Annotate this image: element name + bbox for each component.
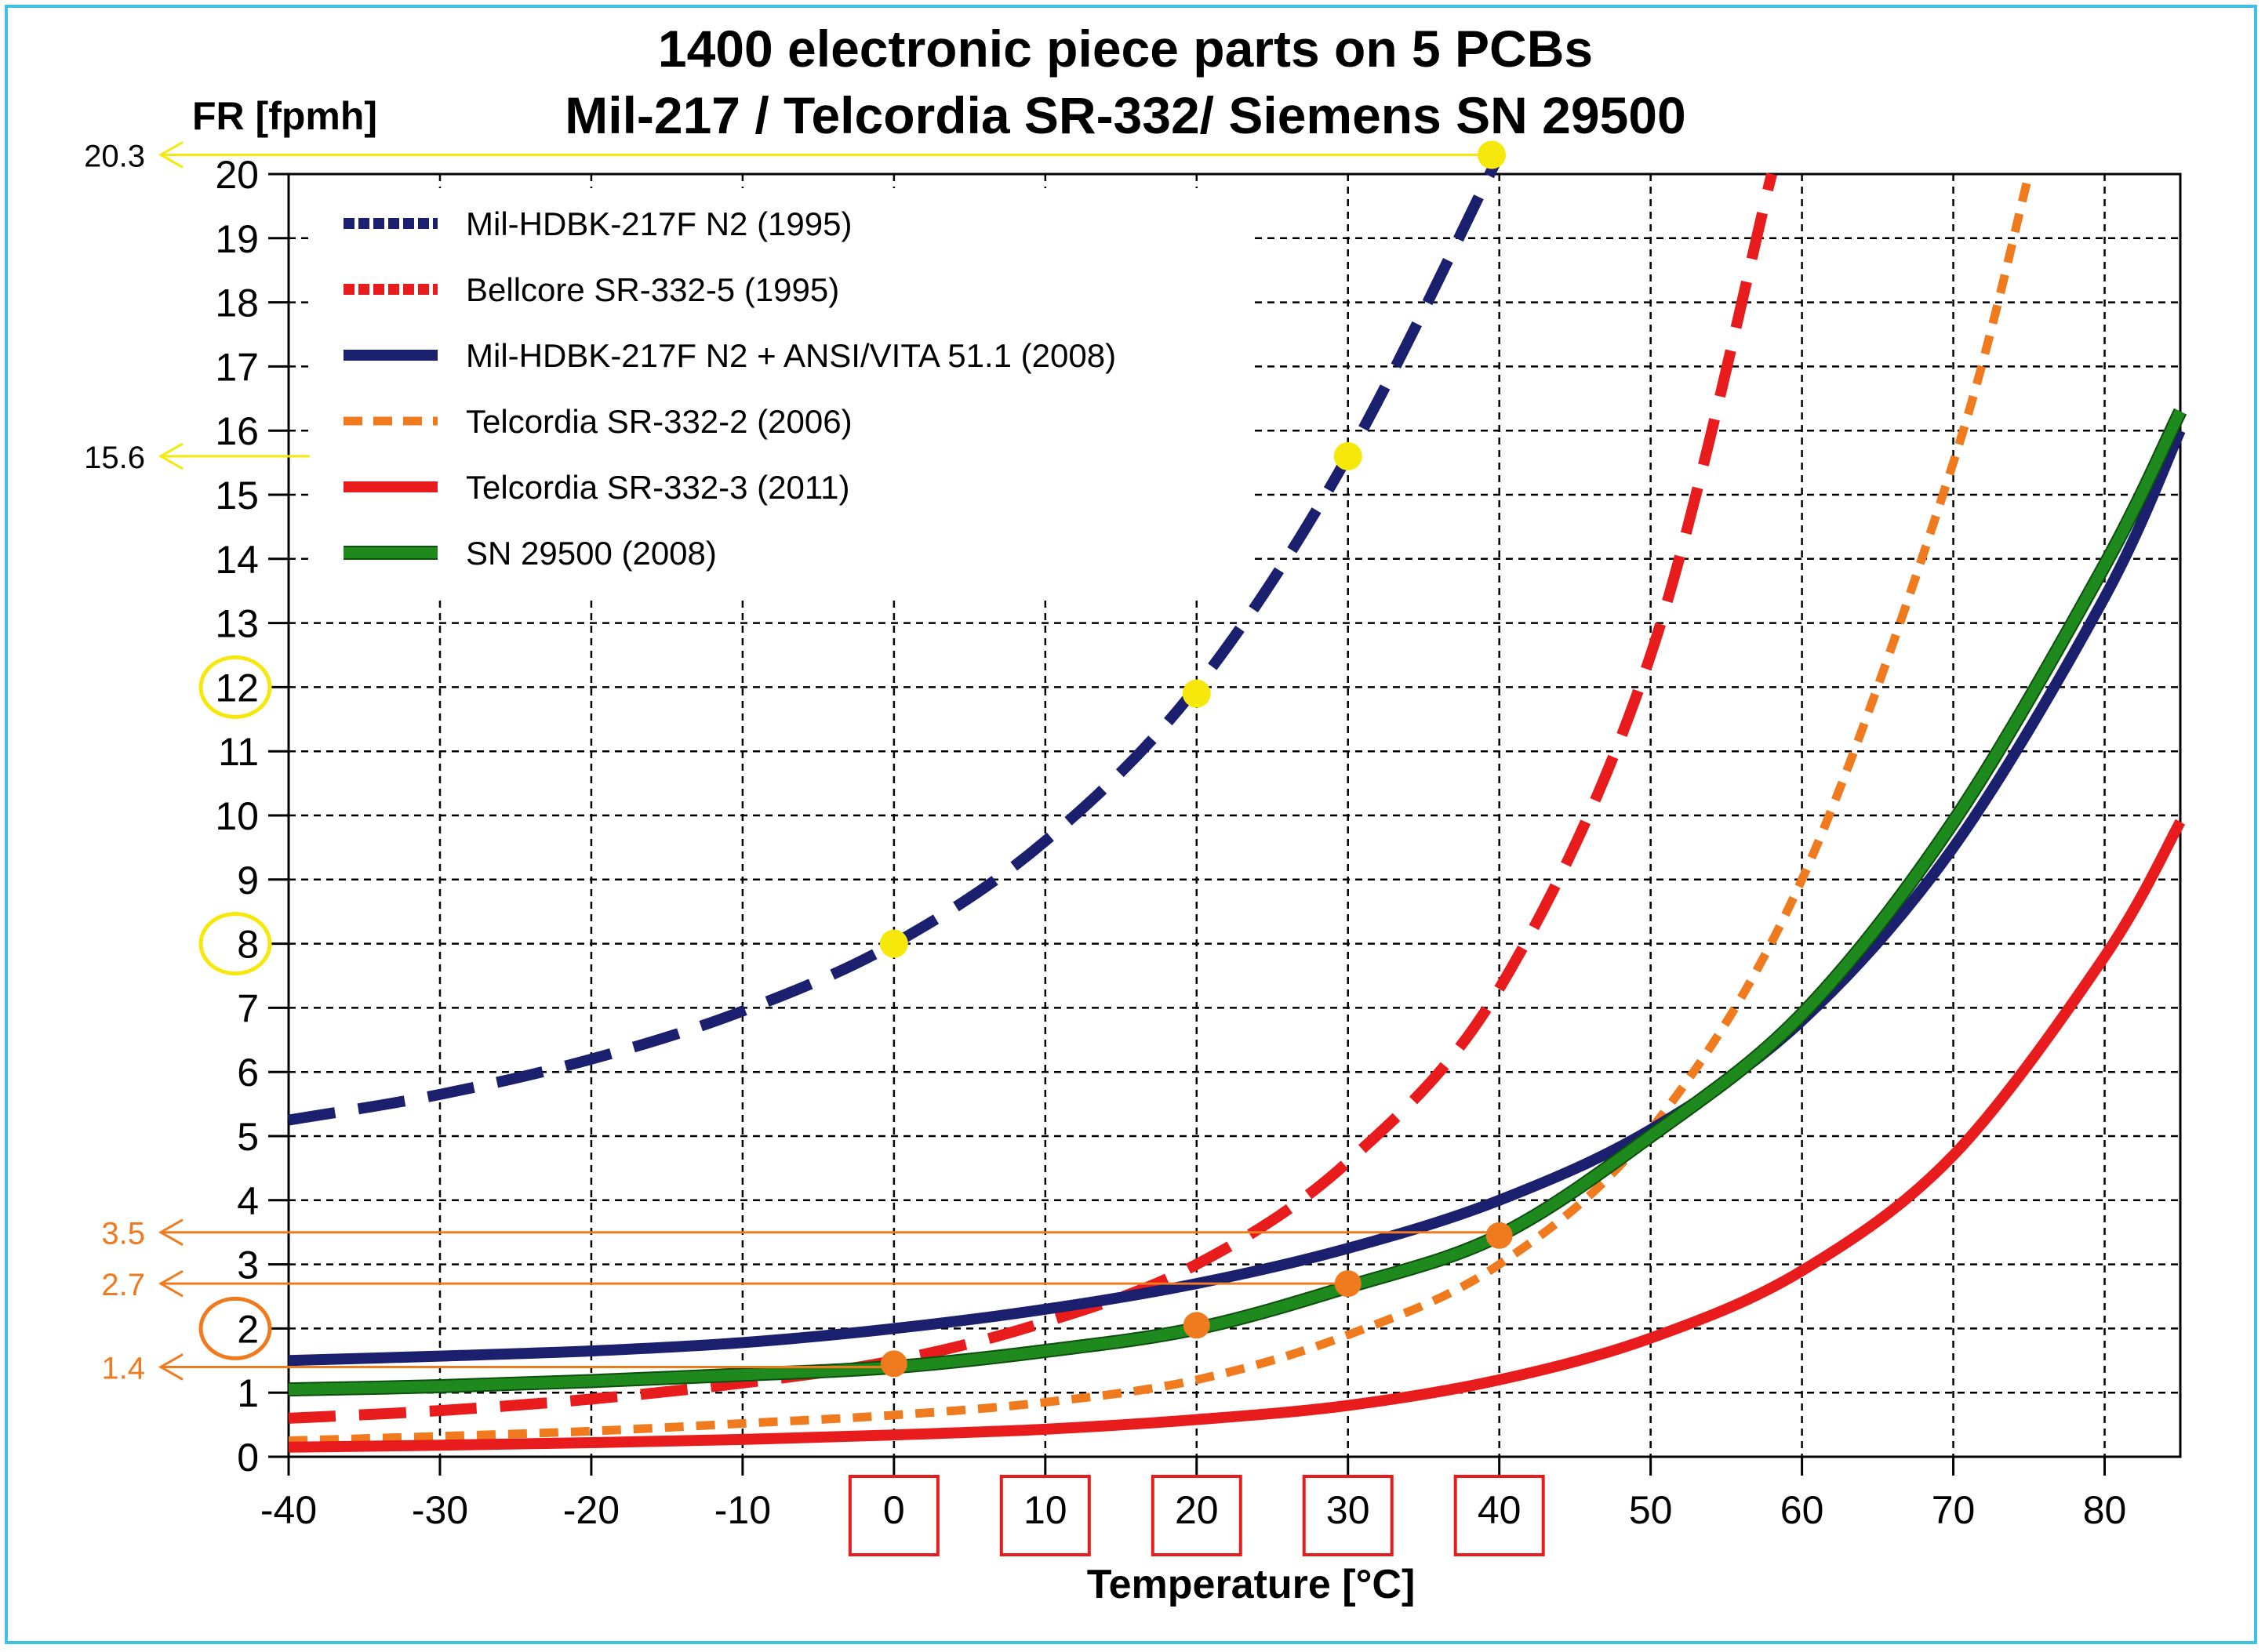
orange-arrow-head — [158, 1353, 184, 1381]
x-tick-label: -10 — [714, 1488, 771, 1532]
boxed-tick — [1151, 1475, 1242, 1556]
orange-arrow-label: 3.5 — [101, 1217, 145, 1251]
data-marker — [1183, 1312, 1210, 1339]
y-tick-label: 6 — [237, 1051, 259, 1095]
yellow-arrow-head — [158, 141, 184, 169]
legend-label: Mil-HDBK-217F N2 (1995) — [466, 205, 852, 242]
y-tick-label: 8 — [237, 923, 259, 967]
annotations: 20.3 15.6 3.5 2.7 1.4 — [84, 139, 1545, 1556]
y-tick-label: 0 — [237, 1436, 259, 1480]
series-line — [288, 172, 1777, 1424]
circled-tick — [198, 655, 272, 719]
yellow-arrow-label: 20.3 — [84, 139, 145, 173]
y-tick-label: 5 — [237, 1115, 259, 1159]
x-tick-label: -30 — [412, 1488, 468, 1532]
data-markers — [879, 140, 1513, 1378]
y-tick-label: 11 — [218, 730, 259, 774]
x-tick-label: 40 — [1478, 1488, 1522, 1532]
data-marker — [880, 1350, 907, 1378]
circled-tick — [198, 1296, 272, 1360]
data-marker — [1333, 441, 1362, 470]
data-marker — [1478, 140, 1507, 169]
x-tick-label: 10 — [1023, 1488, 1067, 1532]
orange-arrow-head — [158, 1218, 184, 1247]
y-tick-label: 15 — [215, 474, 259, 517]
y-tick-label: 1 — [237, 1371, 259, 1415]
y-tick-label: 4 — [237, 1179, 259, 1223]
x-axis-label: Temperature [°C] — [1087, 1562, 1416, 1607]
orange-arrow-label: 2.7 — [101, 1268, 145, 1302]
x-tick-label: 80 — [2083, 1488, 2127, 1532]
yellow-arrow-head — [158, 442, 184, 470]
y-tick-label: 17 — [215, 345, 259, 389]
legend-label: Telcordia SR-332-3 (2011) — [466, 469, 849, 506]
legend-label: SN 29500 (2008) — [466, 535, 717, 572]
series-line — [288, 428, 2186, 1367]
legend-background — [310, 188, 1251, 596]
chart-subtitle: Mil-217 / Telcordia SR-332/ Siemens SN 2… — [565, 86, 1685, 144]
x-tick-label: 20 — [1175, 1488, 1219, 1532]
legend: Mil-HDBK-217F N2 (1995) Bellcore SR-332-5… — [310, 188, 1251, 596]
y-tick-label: 7 — [237, 986, 259, 1030]
y-tick-label: 9 — [237, 859, 259, 902]
data-marker — [1485, 1222, 1513, 1249]
boxed-tick — [1302, 1475, 1394, 1556]
x-tick-label: 70 — [1932, 1488, 1976, 1532]
legend-label: Telcordia SR-332-2 (2006) — [466, 403, 853, 440]
y-tick-label: 3 — [237, 1244, 259, 1287]
y-axis-label: FR [fpmh] — [192, 94, 377, 138]
boxed-tick — [1453, 1475, 1545, 1556]
chart-title: 1400 electronic piece parts on 5 PCBs — [658, 20, 1593, 78]
boxed-tick — [999, 1475, 1091, 1556]
series-line — [288, 172, 2034, 1446]
x-tick-label: -20 — [563, 1488, 620, 1532]
x-tick-label: -40 — [260, 1488, 317, 1532]
x-tick-label: 30 — [1326, 1488, 1370, 1532]
data-marker — [879, 929, 908, 958]
y-tick-label: 18 — [215, 281, 259, 325]
legend-label: Bellcore SR-332-5 (1995) — [466, 271, 839, 308]
y-tick-label: 16 — [215, 409, 259, 453]
legend-label: Mil-HDBK-217F N2 + ANSI/VITA 51.1 (2008) — [466, 337, 1116, 374]
orange-arrow-head — [158, 1269, 184, 1298]
chart-frame — [5, 5, 2257, 1644]
series-line — [288, 819, 2186, 1453]
y-tick-label: 2 — [237, 1307, 259, 1351]
x-tick-label: 0 — [883, 1488, 905, 1532]
y-tick-label: 13 — [215, 602, 259, 646]
yellow-arrow-label: 15.6 — [84, 441, 145, 475]
y-tick-label: 19 — [215, 217, 259, 261]
x-tick-label: 50 — [1629, 1488, 1673, 1532]
y-tick-label: 12 — [215, 666, 259, 710]
circled-tick — [198, 912, 272, 976]
y-tick-label: 10 — [215, 794, 259, 838]
y-tick-label: 14 — [215, 538, 259, 582]
x-tick-label: 60 — [1780, 1488, 1824, 1532]
orange-arrow-label: 1.4 — [101, 1351, 145, 1385]
y-tick-label: 20 — [215, 153, 259, 197]
data-marker — [1334, 1270, 1362, 1298]
data-marker — [1182, 679, 1211, 708]
boxed-tick — [848, 1475, 940, 1556]
